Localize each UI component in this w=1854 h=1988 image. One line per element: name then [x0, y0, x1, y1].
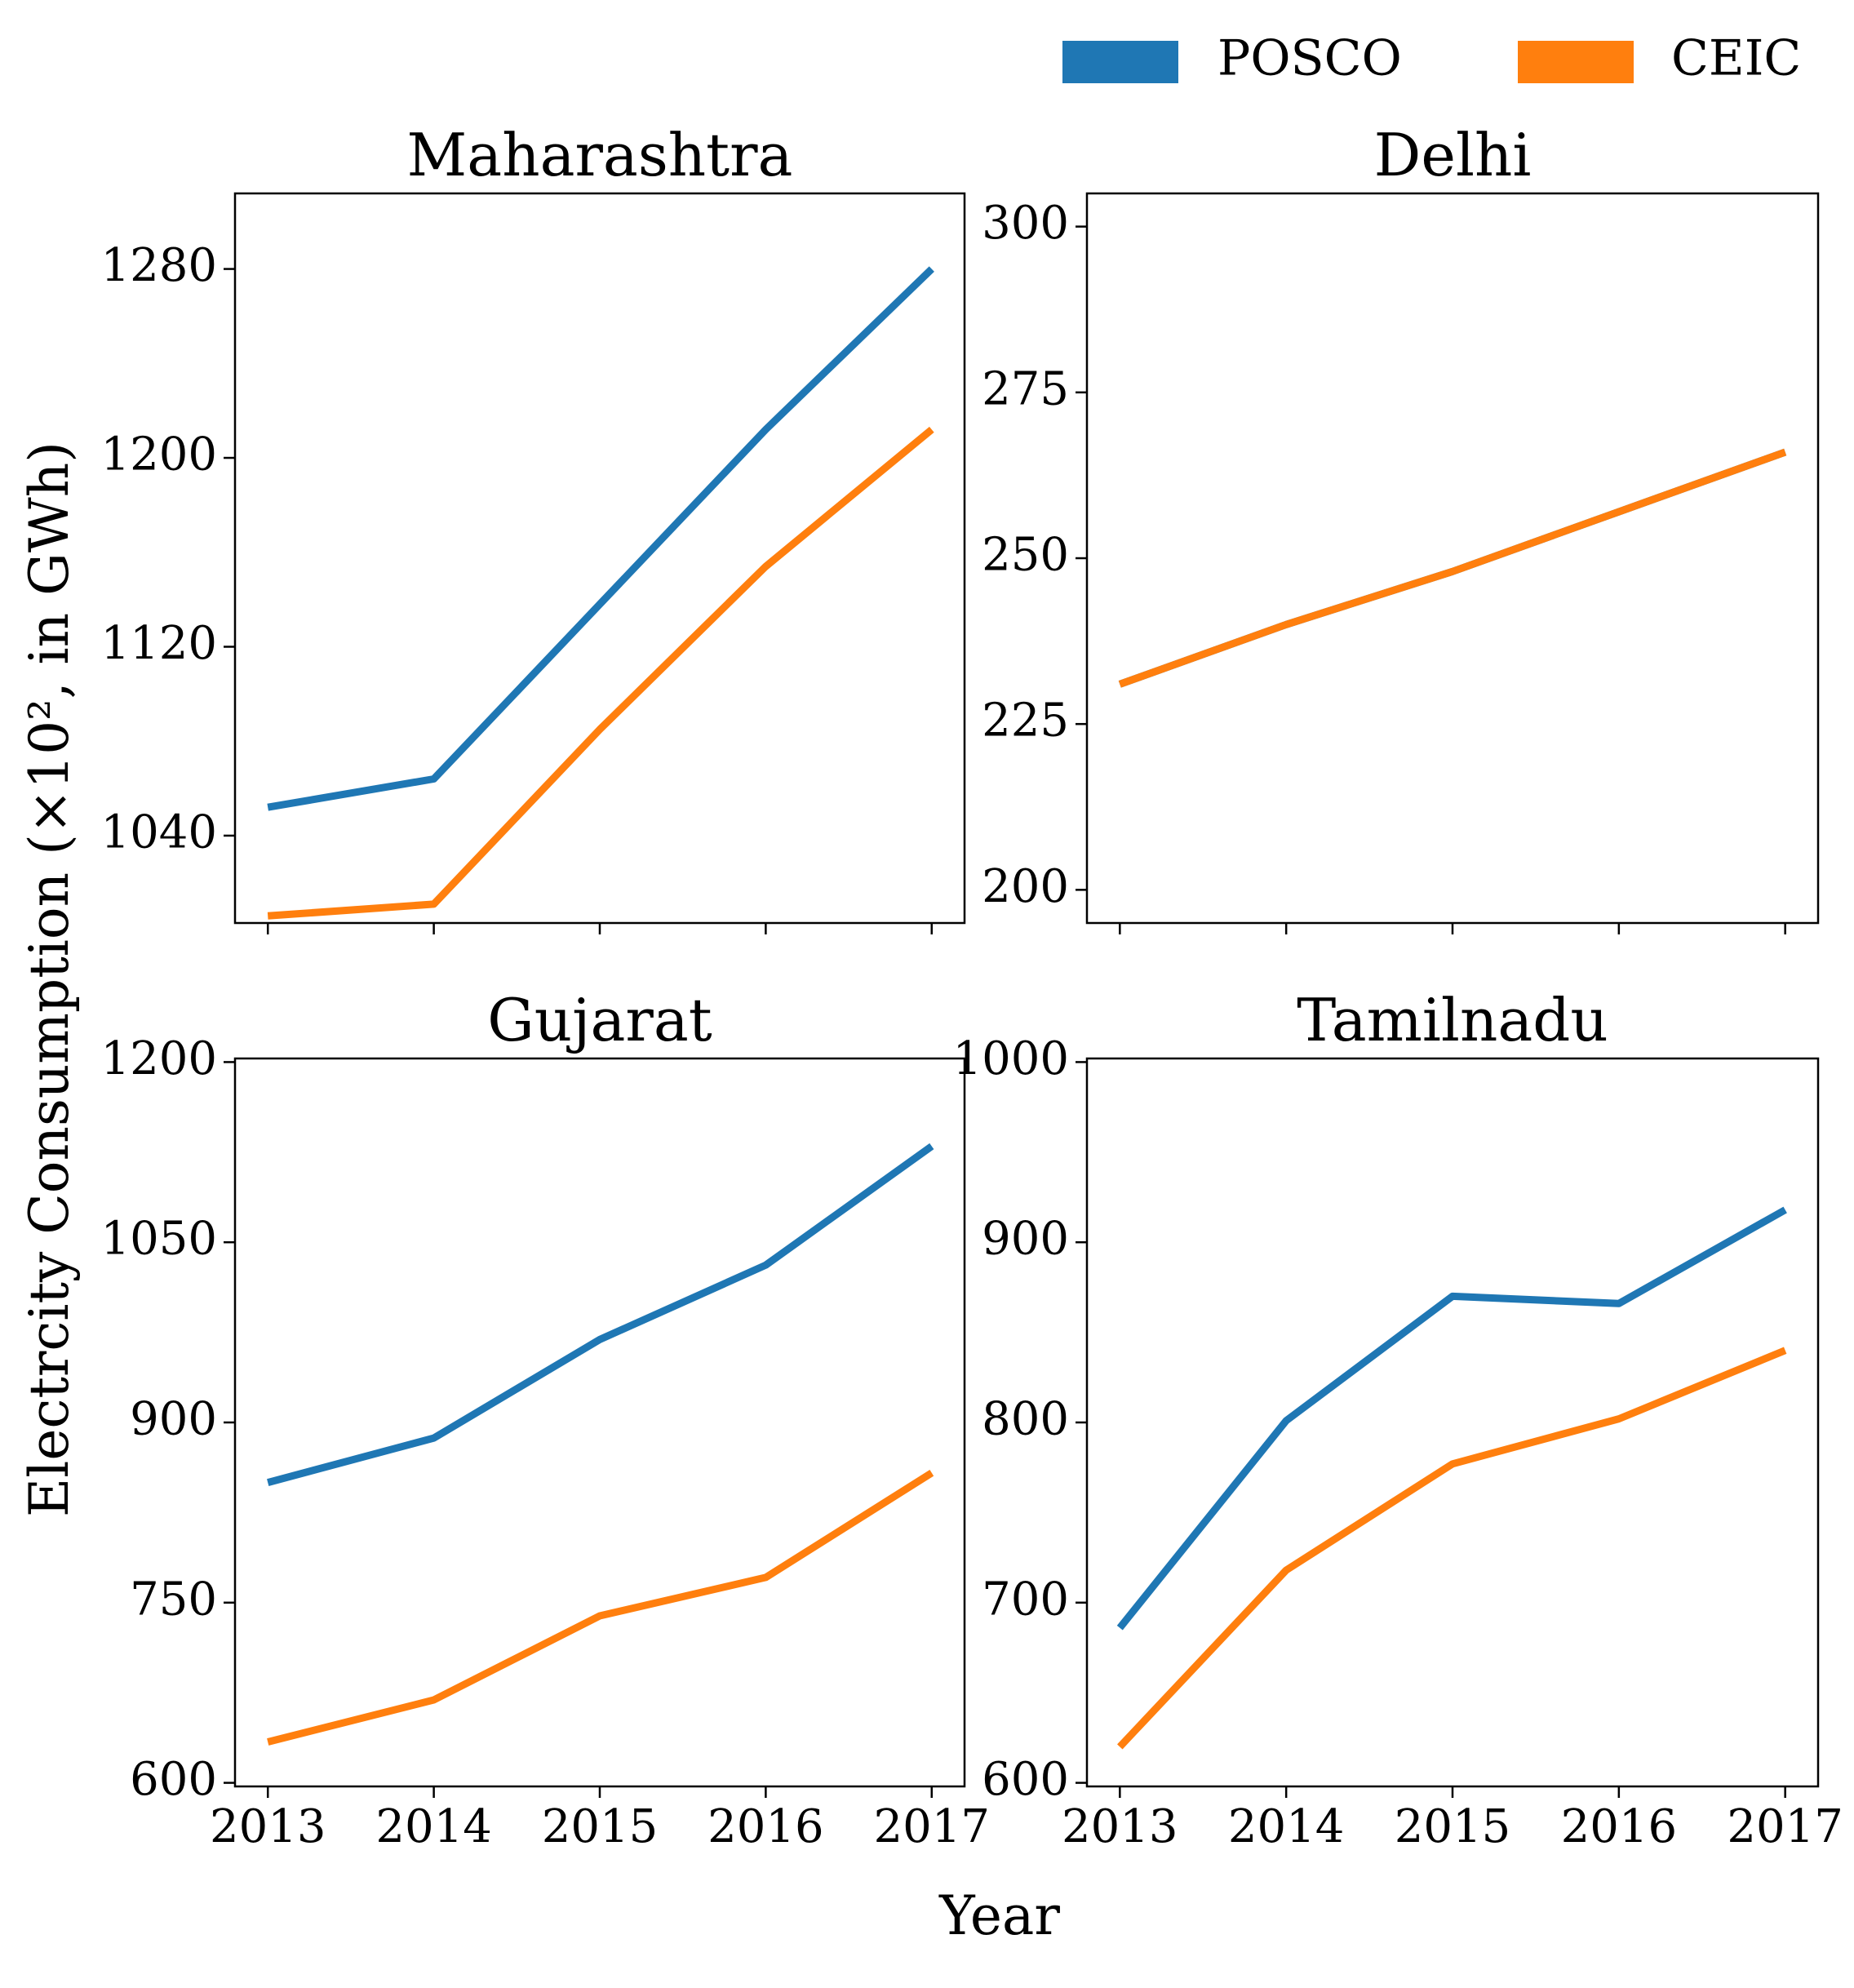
x-tick-label: 2017 [874, 1800, 991, 1853]
y-tick-label: 275 [982, 362, 1069, 415]
y-tick-label: 800 [982, 1393, 1069, 1446]
panel-maharashtra: Maharashtra 1040 1120 1200 1280 [100, 121, 966, 934]
legend: POSCO CEIC [1062, 30, 1801, 87]
panel-tamilnadu: Tamilnadu 600 700 800 900 1000 2013 2014 2015 201… [952, 986, 1843, 1853]
series-line-ceic [267, 426, 934, 920]
y-tick-label: 600 [982, 1753, 1069, 1806]
panel-gujarat: Gujarat 600 750 900 1050 1200 2013 2014 2015 2016… [100, 986, 990, 1853]
x-tick-label: 2013 [1062, 1800, 1178, 1853]
x-axis-label: Year [938, 1884, 1060, 1947]
x-tick-label: 2015 [1395, 1800, 1511, 1853]
y-tick-label: 900 [982, 1213, 1069, 1266]
y-axis-label: Electrcity Consumption (×10², in GWh) [18, 442, 81, 1517]
x-tick-label: 2015 [542, 1800, 659, 1853]
y-tick-label: 1040 [100, 805, 217, 859]
panel-delhi: Delhi 200 225 250 275 300 [982, 121, 1820, 934]
x-tick-label: 2014 [1228, 1800, 1345, 1853]
y-tick-label: 1000 [952, 1032, 1069, 1085]
legend-swatch-posco [1062, 41, 1178, 83]
y-tick-label: 200 [982, 860, 1069, 913]
y-tick-label: 1280 [100, 239, 217, 292]
series-line-ceic [1117, 1347, 1787, 1750]
legend-swatch-ceic [1518, 41, 1634, 83]
series-line-ceic [267, 1469, 934, 1746]
series-line-posco [267, 1143, 934, 1486]
y-tick-label: 1050 [100, 1213, 217, 1266]
legend-label-ceic: CEIC [1671, 30, 1801, 87]
x-tick-label: 2014 [375, 1800, 492, 1853]
series-line-posco [267, 266, 934, 811]
y-tick-label: 1200 [100, 428, 217, 481]
chart-panels: Maharashtra 1040 1120 1200 1280 Delhi 200 225 25… [100, 121, 1843, 1853]
panel-title: Tamilnadu [1297, 986, 1608, 1054]
y-tick-label: 250 [982, 529, 1069, 582]
y-tick-label: 300 [982, 197, 1069, 250]
panel-title: Gujarat [487, 986, 712, 1054]
x-tick-label: 2017 [1727, 1800, 1843, 1853]
y-tick-label: 750 [130, 1573, 217, 1626]
x-tick-label: 2016 [707, 1800, 824, 1853]
y-tick-label: 700 [982, 1573, 1069, 1626]
plot-frame [233, 1057, 966, 1788]
y-tick-label: 900 [130, 1393, 217, 1446]
y-tick-label: 225 [982, 694, 1069, 748]
series-line-posco [1116, 1206, 1787, 1631]
y-tick-label: 1200 [100, 1032, 217, 1085]
legend-label-posco: POSCO [1218, 30, 1402, 87]
plot-frame [233, 192, 966, 925]
y-tick-label: 600 [130, 1753, 217, 1806]
x-tick-label: 2013 [210, 1800, 326, 1853]
y-tick-label: 1120 [100, 617, 217, 670]
plot-frame [1085, 1057, 1820, 1788]
x-tick-label: 2016 [1561, 1800, 1678, 1853]
plot-frame [1085, 192, 1820, 925]
series-line-ceic [1118, 448, 1787, 688]
panel-title: Maharashtra [407, 121, 793, 189]
panel-title: Delhi [1374, 121, 1532, 189]
